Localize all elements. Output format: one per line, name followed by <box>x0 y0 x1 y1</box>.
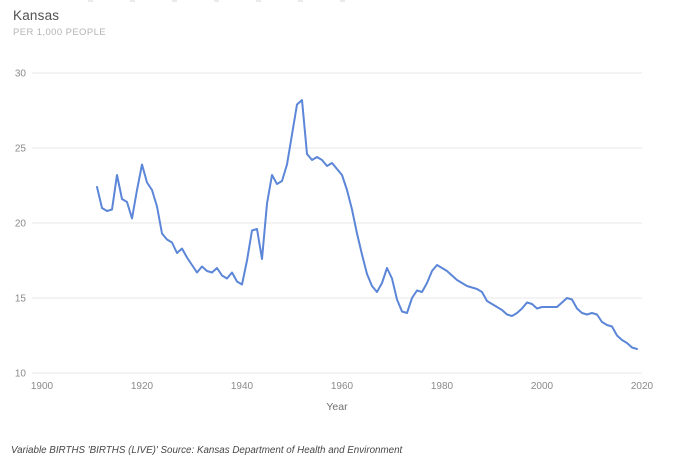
x-tick-label: 1960 <box>331 381 354 392</box>
x-axis-title: Year <box>326 401 348 413</box>
x-tick-label: 1980 <box>431 381 454 392</box>
y-tick-label: 10 <box>15 369 27 380</box>
y-tick-label: 15 <box>15 294 27 305</box>
y-tick-label: 20 <box>15 219 27 230</box>
chart-subtitle: PER 1,000 PEOPLE <box>13 27 107 38</box>
x-tick-label: 1900 <box>31 381 54 392</box>
chart-header: Kansas PER 1,000 PEOPLE <box>13 8 106 38</box>
source-note: Variable BIRTHS 'BIRTHS (LIVE)' Source: … <box>11 445 403 456</box>
page-title: Kansas <box>13 8 60 23</box>
y-tick-label: 30 <box>15 69 27 80</box>
y-tick-label: 25 <box>15 144 27 155</box>
trend-line[interactable] <box>96 99 638 350</box>
x-tick-label: 1920 <box>131 381 154 392</box>
x-tick-label: 2020 <box>631 381 654 392</box>
x-tick-label: 2000 <box>531 381 554 392</box>
x-tick-label: 1940 <box>231 381 254 392</box>
cropped-text-artifact <box>88 0 358 2</box>
